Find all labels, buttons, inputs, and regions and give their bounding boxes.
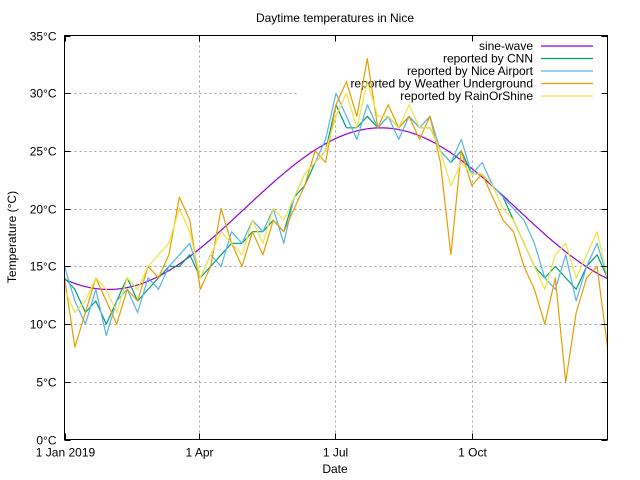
legend-label: reported by Nice Airport xyxy=(407,64,534,78)
legend-label: reported by Weather Underground xyxy=(350,77,533,91)
series-line-sine-wave xyxy=(64,127,608,290)
ticks: 0°C 5°C 10°C 15°C 20°C 25°C 30°C 35°C 1 Jan 2019… xyxy=(30,30,608,460)
x-tick-label: 1 Apr xyxy=(185,446,213,460)
y-tick-label: 0°C xyxy=(36,434,56,448)
legend-label: reported by RainOrShine xyxy=(400,89,533,103)
legend-label: sine-wave xyxy=(479,39,533,53)
grid xyxy=(64,35,608,440)
y-tick-label: 20°C xyxy=(30,203,57,217)
series-lines xyxy=(63,57,609,383)
series-line-reported-by-nice-airport xyxy=(63,92,609,337)
y-tick-label: 15°C xyxy=(30,260,57,274)
y-tick-label: 30°C xyxy=(30,87,57,101)
chart-title: Daytime temperatures in Nice xyxy=(256,11,414,25)
y-tick-label: 25°C xyxy=(30,145,57,159)
y-tick-label: 10°C xyxy=(30,318,57,332)
x-tick-label: 1 Jul xyxy=(323,446,348,460)
y-tick-label: 5°C xyxy=(36,376,56,390)
y-axis-label: Temperature (°C) xyxy=(5,191,19,283)
x-tick-label: 1 Oct xyxy=(458,446,487,460)
x-tick-label: 1 Jan 2019 xyxy=(36,446,96,460)
series-line-reported-by-rainorshine xyxy=(63,81,609,314)
legend-label: reported by CNN xyxy=(443,52,533,66)
series-line-reported-by-weather-underground xyxy=(63,57,609,383)
y-tick-label: 35°C xyxy=(30,30,57,44)
x-axis-label: Date xyxy=(322,462,348,476)
